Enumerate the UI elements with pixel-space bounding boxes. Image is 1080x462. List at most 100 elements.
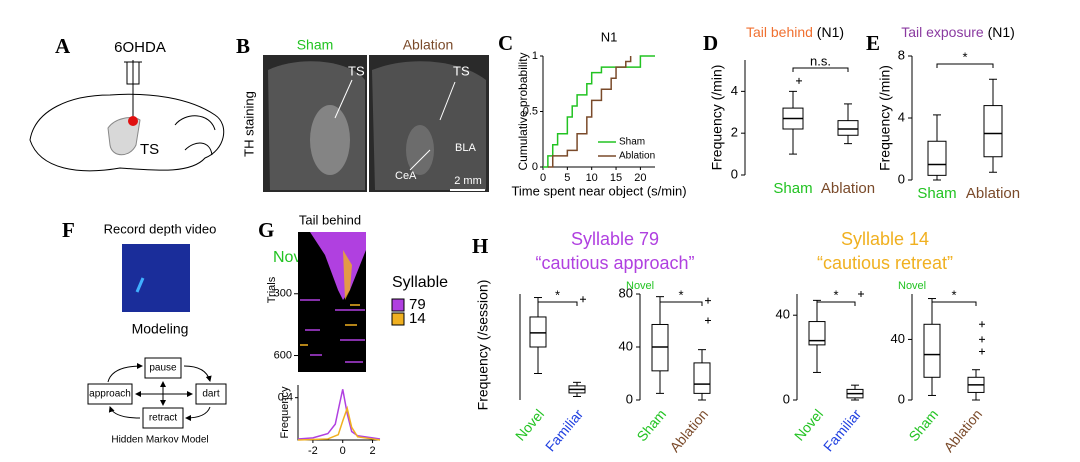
annotation: CeA	[395, 170, 417, 182]
x-tick-label: 5	[564, 172, 570, 184]
y-tick-label: 4	[731, 83, 738, 98]
y-tick-label: 8	[898, 47, 905, 62]
panel-letter: D	[703, 31, 718, 55]
panel-letter: E	[866, 31, 880, 55]
legend-swatch	[391, 298, 405, 312]
x-tick-label: Ablation	[966, 185, 1020, 202]
y-tick-label: 40	[776, 307, 790, 322]
title-part: (N1)	[817, 24, 844, 40]
significance-label: *	[833, 287, 838, 302]
chart-title: N1	[601, 29, 618, 44]
y-axis-label: Frequency (/min)	[877, 65, 893, 171]
histology-images	[263, 55, 489, 192]
legend-title: Syllable	[392, 274, 448, 291]
x-tick-label: 15	[610, 172, 622, 184]
significance-label: n.s.	[810, 53, 831, 68]
panel-letter: G	[258, 218, 274, 242]
y-tick-label: 80	[619, 285, 633, 300]
syllable-title: Syllable 14	[841, 229, 929, 249]
x-axis-label: Time spent near object (s/min)	[511, 183, 686, 198]
stain-label: TH staining	[241, 91, 256, 157]
chart-title: Tail behind (N1)	[746, 24, 844, 40]
x-tick-label: Ablation	[821, 180, 875, 197]
brain-schematic	[29, 60, 225, 172]
model-label: Hidden Markov Model	[111, 435, 208, 446]
x-tick-label: Familiar	[820, 406, 864, 455]
legend-label: 14	[409, 310, 426, 327]
significance-bracket	[792, 67, 849, 72]
y-tick-label: 0	[626, 391, 633, 406]
x-tick-label: 10	[586, 172, 598, 184]
y-tick-label: 1	[532, 50, 538, 62]
scale-bar-label: 2 mm	[454, 175, 482, 187]
series-line	[297, 389, 381, 440]
significance-label: *	[962, 49, 967, 64]
x-tick-label: Ablation	[940, 406, 985, 455]
legend-label: 79	[409, 296, 426, 313]
significance-label: *	[555, 287, 560, 302]
outlier	[979, 321, 985, 328]
video-label: Record depth video	[104, 221, 217, 236]
significance-bracket	[659, 301, 703, 306]
significance-bracket	[931, 301, 977, 306]
annotation: BLA	[455, 142, 476, 154]
title-part: Tail behind	[746, 24, 813, 40]
significance-label: *	[951, 287, 956, 302]
y-tick-label: 300	[274, 288, 292, 300]
y-tick-label: 0.5	[523, 105, 538, 117]
legend-label: Sham	[619, 137, 645, 148]
y-tick-label: 4	[898, 109, 905, 124]
panel-letter: A	[55, 34, 71, 58]
box	[693, 362, 711, 394]
box	[983, 105, 1003, 158]
box	[808, 321, 826, 346]
significance-bracket	[816, 301, 856, 306]
outlier	[705, 317, 711, 324]
x-tick-label: Ablation	[666, 406, 711, 455]
drug-label: 6OHDA	[114, 39, 166, 56]
x-tick-label: -2	[308, 445, 318, 457]
hmm-diagram	[87, 357, 227, 429]
title-part: Tail exposure	[901, 24, 984, 40]
box	[837, 120, 859, 136]
series-line	[297, 405, 381, 441]
y-axis-label: Frequency	[279, 386, 291, 438]
condition-label: Ablation	[403, 37, 454, 53]
x-tick-label: Sham	[917, 185, 956, 202]
modeling-label: Modeling	[132, 321, 189, 337]
y-tick-label: 0	[898, 391, 905, 406]
series-line	[547, 56, 632, 168]
y-tick-label: 0	[532, 161, 538, 173]
x-tick-label: Novel	[791, 406, 826, 444]
legend-label: Ablation	[619, 151, 655, 162]
panel-letter: H	[472, 234, 488, 258]
x-tick-label: Familiar	[542, 406, 586, 455]
significance-bracket	[936, 63, 994, 68]
y-tick-label: 0	[731, 166, 738, 181]
state: approach	[89, 389, 131, 400]
outlier	[580, 296, 586, 303]
y-tick-label: 2	[731, 125, 738, 140]
box	[529, 316, 547, 348]
y-tick-label: 40	[619, 338, 633, 353]
outlier	[858, 291, 864, 297]
panel-letter: F	[62, 218, 75, 242]
series-line	[543, 55, 655, 168]
syllable-title: Syllable 79	[571, 229, 659, 249]
syllable-desc: “cautious retreat”	[817, 253, 953, 273]
chart-title: Tail exposure (N1)	[901, 24, 1015, 40]
syllable-desc: “cautious approach”	[535, 253, 694, 273]
x-tick-label: 20	[634, 172, 646, 184]
y-axis-label: Frequency (/min)	[709, 65, 725, 171]
depth-image	[122, 244, 190, 312]
condition-label: Sham	[297, 37, 334, 53]
mouse	[135, 277, 145, 293]
condition-label: Novel	[626, 280, 654, 292]
x-tick-label: 0	[340, 445, 346, 457]
x-tick-label: Sham	[633, 406, 669, 444]
x-tick-label: 0	[540, 172, 546, 184]
region-label: TS	[140, 141, 159, 158]
legend-swatch	[391, 312, 405, 326]
x-tick-label: Sham	[773, 180, 812, 197]
